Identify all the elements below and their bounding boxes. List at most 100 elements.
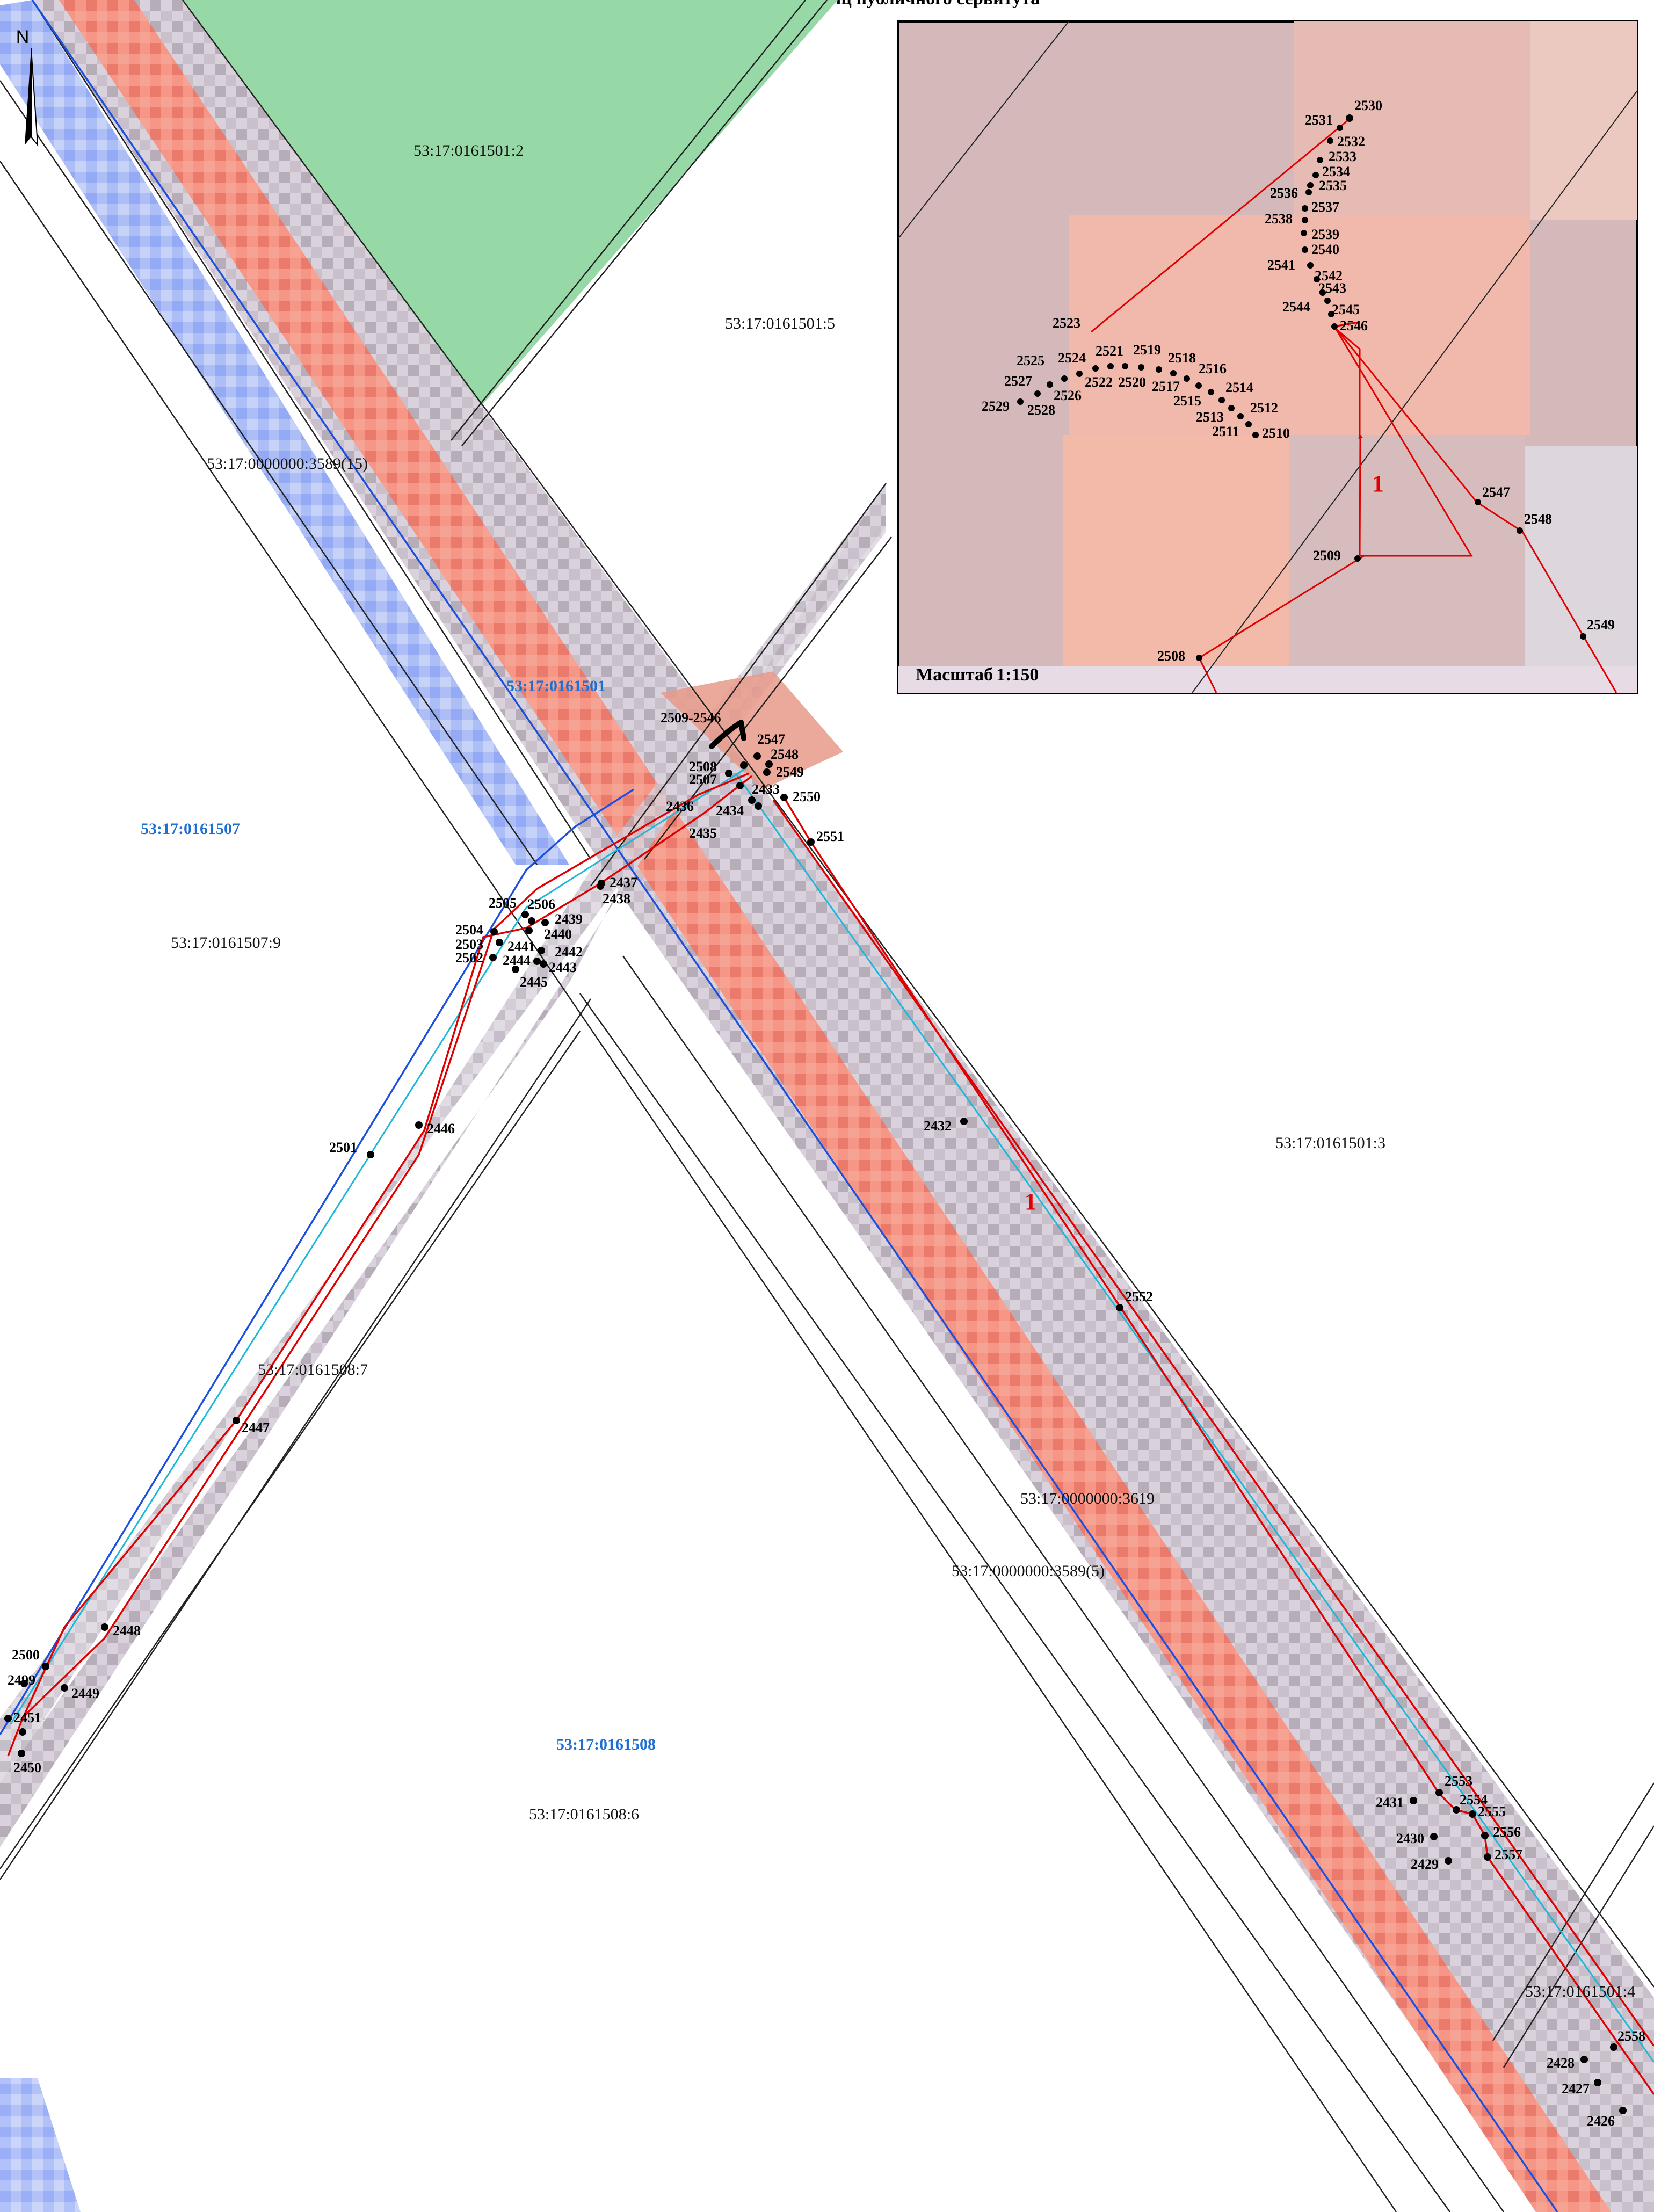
- inset-point-label: 2541: [1267, 257, 1295, 273]
- inset-point-label: 2508: [1157, 648, 1185, 664]
- inset-point-label: 2540: [1311, 242, 1339, 257]
- point-markers: [4, 752, 1627, 2114]
- point-label: 2427: [1562, 2081, 1590, 2097]
- point-label: 2431: [1376, 1795, 1404, 1810]
- point-label: 2447: [242, 1420, 270, 1435]
- parcel-label: 53:17:0161501:2: [414, 142, 524, 159]
- inset-point-label: 2532: [1337, 134, 1365, 149]
- point-label: 2443: [549, 960, 577, 975]
- green-parcel-area: [183, 0, 838, 440]
- block-label: 53:17:0161507: [141, 820, 240, 838]
- inset-point-label: 2525: [1017, 353, 1044, 368]
- point-label: 2555: [1478, 1804, 1506, 1819]
- north-label: N: [16, 27, 30, 47]
- inset-point-label: 2534: [1322, 164, 1350, 179]
- inset-point-label: 2513: [1196, 409, 1224, 425]
- parcel-label: 53:17:0161501:5: [725, 315, 835, 332]
- point-label: 2508: [689, 759, 717, 774]
- point-label: 2451: [13, 1710, 41, 1725]
- inset-point-label: 2519: [1133, 342, 1161, 358]
- point-label: 2554: [1460, 1792, 1488, 1808]
- main-road-core: [59, 0, 1611, 2212]
- parcel-label: 53:17:0161507:9: [171, 934, 281, 952]
- inset-point-label: 2510: [1262, 425, 1290, 441]
- point-label: 2504: [455, 922, 483, 938]
- inset-point-label: 2531: [1305, 112, 1333, 128]
- point-label: 2436: [666, 799, 694, 814]
- point-label: 2547: [757, 731, 785, 747]
- inset-point-label: 2530: [1354, 98, 1382, 113]
- point-label: 2426: [1587, 2113, 1615, 2129]
- parcel-label: 53:17:0000000:3619: [1020, 1490, 1155, 1507]
- parcel-label: 53:17:0000000:3589(5): [952, 1562, 1105, 1580]
- point-label: 2501: [329, 1140, 357, 1155]
- point-label: 2507: [689, 772, 717, 787]
- block-label: 53:17:0161501: [506, 677, 606, 695]
- point-label: 2548: [771, 746, 799, 762]
- inset-point-label: 2549: [1587, 617, 1615, 633]
- inset-point-label: 2515: [1173, 393, 1201, 409]
- water-band-lower: [0, 2078, 81, 2212]
- inset-point-label: 2528: [1027, 402, 1055, 418]
- point-label: 2430: [1396, 1831, 1424, 1846]
- inset-point-label: 2527: [1004, 373, 1032, 389]
- intersection-area: [661, 671, 843, 789]
- parcel-label: 53:17:0000000:3589(15): [207, 455, 368, 473]
- inset-point-label: 2521: [1096, 343, 1123, 359]
- inset-point-label: 2533: [1329, 149, 1356, 164]
- point-label: 2432: [924, 1118, 952, 1134]
- cluster-arc: [709, 720, 746, 749]
- servitude-zone-label: 1: [1025, 1188, 1036, 1215]
- point-label: 2442: [555, 944, 583, 960]
- inset-point-label: 2544: [1282, 299, 1310, 315]
- secondary-road-band-2: [0, 483, 886, 1788]
- north-arrow: N: [16, 27, 39, 147]
- inset-point-label: 2511: [1212, 424, 1239, 439]
- point-label: 2438: [603, 891, 630, 906]
- inset-point-label: 2536: [1270, 185, 1298, 201]
- parcel-label: 53:17:0161501:4: [1525, 1983, 1635, 2000]
- point-label: 2557: [1495, 1847, 1522, 1862]
- inset-point-label: 2518: [1168, 350, 1196, 366]
- cluster-range-label: 2509-2546: [661, 710, 721, 726]
- point-label: 2499: [8, 1672, 35, 1688]
- inset-point-label: 2523: [1053, 315, 1080, 331]
- point-label: 2429: [1411, 1856, 1439, 1872]
- point-label: 2553: [1445, 1773, 1472, 1789]
- inset-point-label: 2546: [1340, 318, 1368, 333]
- inset-point-label: 2539: [1311, 227, 1339, 242]
- inset-scale-label: Масштаб: [916, 665, 993, 685]
- inset-point-label: 2516: [1199, 361, 1227, 376]
- point-label: 2449: [71, 1686, 99, 1701]
- point-label: 2502: [455, 950, 483, 966]
- inset-point-label: 2529: [982, 398, 1010, 414]
- inset-point-label: 2542: [1315, 268, 1343, 284]
- inset-point-label: 2512: [1250, 400, 1278, 416]
- secondary-road-band: [0, 483, 886, 1847]
- inset-point-label: 2524: [1058, 350, 1086, 366]
- inset-point-label: 2522: [1085, 374, 1113, 390]
- inset-point-label: 2547: [1482, 484, 1510, 500]
- point-label: 2503: [455, 937, 483, 952]
- point-label: 2439: [555, 911, 583, 927]
- point-label: 2433: [752, 781, 780, 797]
- inset-point-label: 2548: [1524, 511, 1552, 527]
- point-label: 2551: [816, 829, 844, 844]
- inset-map: 2530 2531 2532 2533 2534 2535 2536 2537 …: [897, 20, 1638, 694]
- point-label: 2500: [12, 1647, 40, 1663]
- point-label: 2437: [610, 875, 637, 890]
- point-label: 2440: [544, 926, 572, 942]
- point-label: 2552: [1125, 1289, 1153, 1304]
- point-label: 2441: [507, 939, 535, 954]
- point-label: 2444: [503, 953, 531, 968]
- point-label: 2549: [776, 764, 804, 780]
- cyan-lines: [10, 767, 1654, 2063]
- inset-point-label: 2545: [1332, 302, 1360, 317]
- point-label: 2435: [689, 825, 717, 841]
- inset-point-labels: 2530 2531 2532 2533 2534 2535 2536 2537 …: [982, 98, 1615, 664]
- point-label: 2558: [1617, 2028, 1645, 2044]
- point-label: 2446: [427, 1121, 455, 1136]
- inset-point-label: 2543: [1318, 280, 1346, 296]
